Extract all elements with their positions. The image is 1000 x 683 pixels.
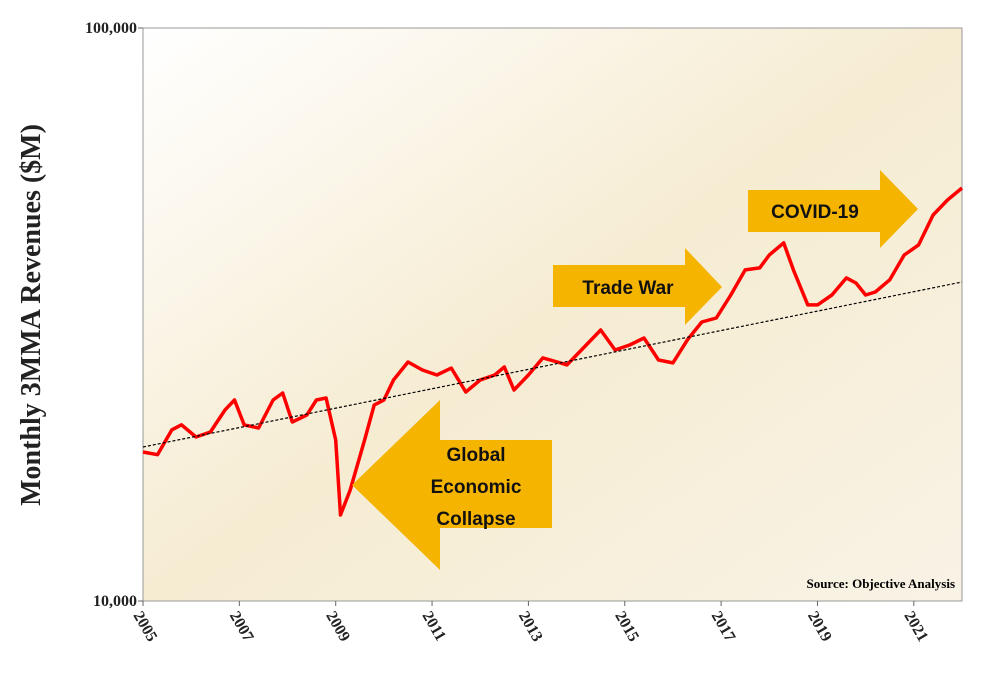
y-tick-label: 100,000 [85, 20, 137, 37]
x-tick-label: 2013 [515, 609, 546, 645]
x-tick-label: 2011 [419, 609, 449, 644]
annotation: Trade War [582, 278, 674, 299]
annotation: Collapse [436, 509, 515, 530]
y-tick-label: 10,000 [93, 593, 137, 610]
arrow [553, 248, 722, 325]
trend-line [142, 281, 963, 448]
x-tick-label: 2017 [708, 609, 739, 645]
x-tick-label: 2005 [130, 609, 161, 645]
y-axis-label: Monthly 3MMA Revenues ($M) [16, 124, 47, 506]
x-tick-label: 2009 [322, 609, 353, 645]
arrow [352, 400, 552, 570]
x-tick-label: 2019 [804, 609, 835, 645]
x-tick-label: 2007 [226, 609, 257, 645]
x-tick-label: 2015 [611, 609, 642, 645]
data-line [142, 186, 964, 517]
plot-area [142, 27, 963, 602]
x-tick-label: 2021 [900, 609, 931, 645]
annotation: Global [446, 445, 505, 466]
annotation: Economic [431, 477, 522, 498]
source: Source: Objective Analysis [806, 576, 955, 591]
annotation: COVID-19 [771, 202, 859, 223]
arrow [748, 170, 918, 248]
